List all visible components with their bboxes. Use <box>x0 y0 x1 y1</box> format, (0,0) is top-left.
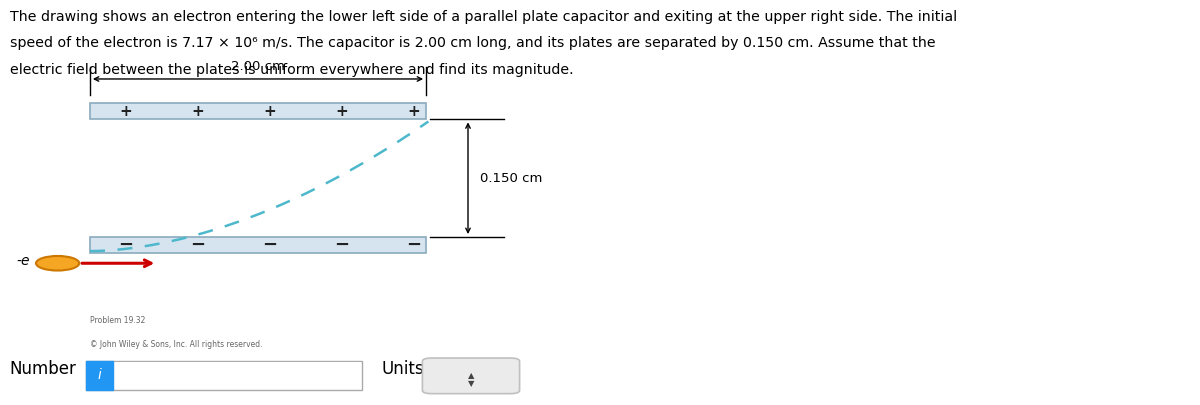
Text: −: − <box>407 236 421 254</box>
Text: 2.00 cm: 2.00 cm <box>232 60 284 73</box>
Text: Units: Units <box>382 360 425 377</box>
Text: Number: Number <box>10 360 77 377</box>
Text: 0.150 cm: 0.150 cm <box>480 172 542 185</box>
FancyBboxPatch shape <box>422 358 520 394</box>
Text: +: + <box>264 104 276 119</box>
Text: The drawing shows an electron entering the lower left side of a parallel plate c: The drawing shows an electron entering t… <box>10 10 956 24</box>
Text: +: + <box>192 104 204 119</box>
Text: © John Wiley & Sons, Inc. All rights reserved.: © John Wiley & Sons, Inc. All rights res… <box>90 340 263 349</box>
Bar <box>86 361 362 390</box>
Text: −: − <box>119 236 133 254</box>
Bar <box>90 237 426 253</box>
Text: electric field between the plates is uniform everywhere and find its magnitude.: electric field between the plates is uni… <box>10 63 574 77</box>
Text: speed of the electron is 7.17 × 10⁶ m/s. The capacitor is 2.00 cm long, and its : speed of the electron is 7.17 × 10⁶ m/s.… <box>10 36 935 51</box>
Text: ▲: ▲ <box>468 371 474 380</box>
Text: +: + <box>120 104 132 119</box>
Text: −: − <box>191 236 205 254</box>
Bar <box>113 362 361 389</box>
Text: −: − <box>335 236 349 254</box>
Bar <box>86 361 113 390</box>
Text: +: + <box>336 104 348 119</box>
Text: +: + <box>408 104 420 119</box>
Circle shape <box>36 256 79 271</box>
Bar <box>90 103 426 119</box>
Text: ▼: ▼ <box>468 379 474 388</box>
Text: -e: -e <box>17 254 30 268</box>
Text: −: − <box>263 236 277 254</box>
Text: Problem 19.32: Problem 19.32 <box>90 316 145 325</box>
Text: i: i <box>97 369 102 382</box>
